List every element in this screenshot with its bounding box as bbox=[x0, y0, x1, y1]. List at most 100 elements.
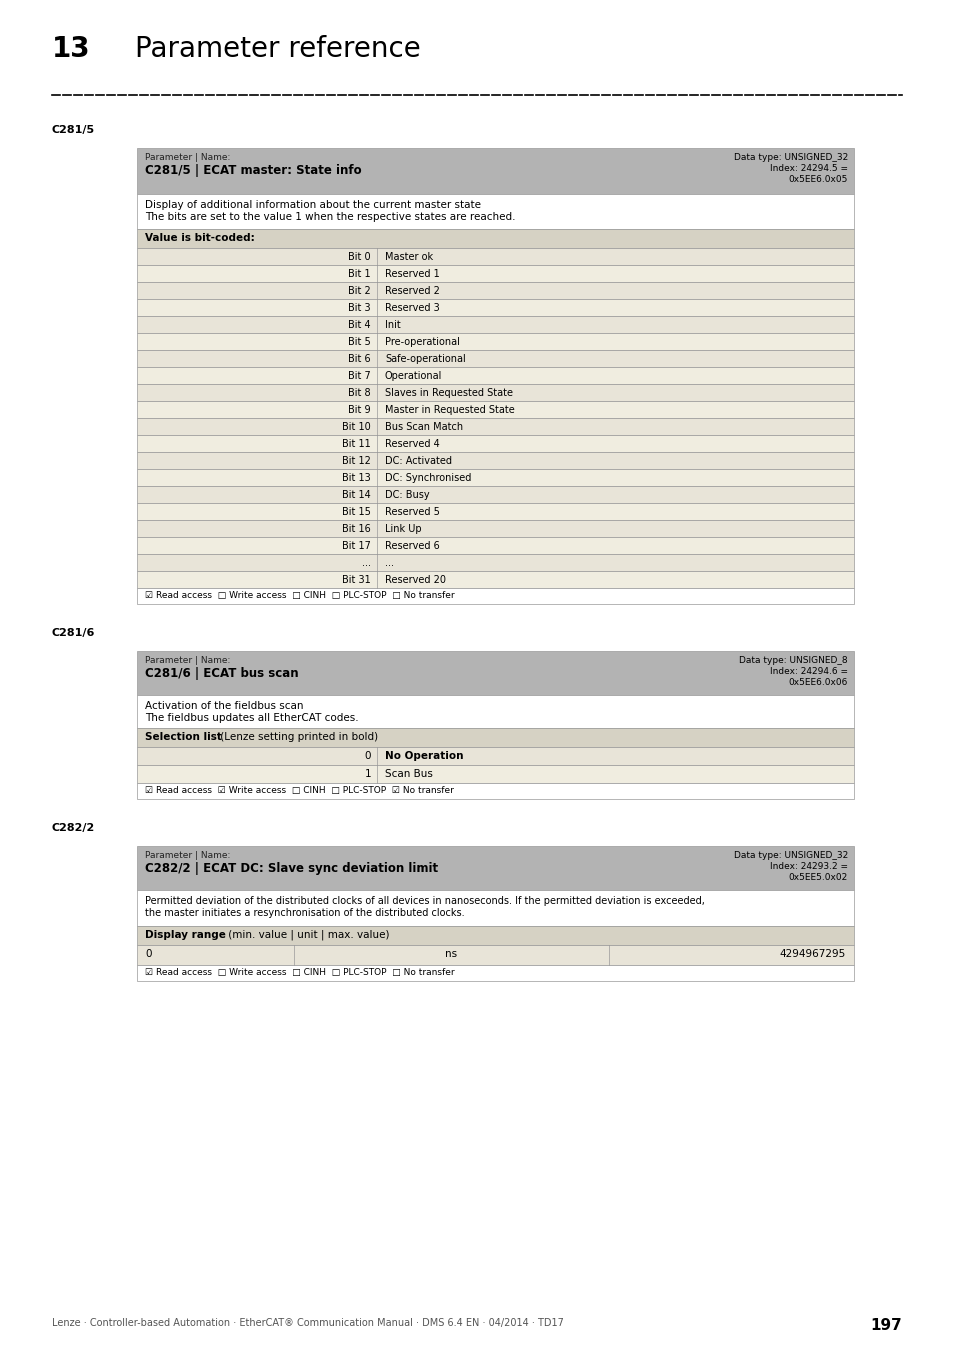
Bar bbox=[137, 728, 853, 747]
Text: (min. value | unit | max. value): (min. value | unit | max. value) bbox=[225, 930, 389, 941]
Text: Bit 10: Bit 10 bbox=[342, 423, 371, 432]
Text: 0x5EE5.0x02: 0x5EE5.0x02 bbox=[788, 873, 847, 882]
Text: Activation of the fieldbus scan: Activation of the fieldbus scan bbox=[145, 701, 303, 711]
Text: Bit 15: Bit 15 bbox=[342, 508, 371, 517]
Text: Bit 12: Bit 12 bbox=[342, 456, 371, 466]
Text: Bit 8: Bit 8 bbox=[348, 387, 371, 398]
Text: Reserved 1: Reserved 1 bbox=[385, 269, 439, 279]
Text: Index: 24294.5 =: Index: 24294.5 = bbox=[769, 163, 847, 173]
Text: 1: 1 bbox=[364, 769, 371, 779]
Text: 4294967295: 4294967295 bbox=[779, 949, 845, 958]
Bar bbox=[137, 695, 853, 728]
Text: C281/5 | ECAT master: State info: C281/5 | ECAT master: State info bbox=[145, 163, 361, 177]
Text: Bit 31: Bit 31 bbox=[342, 575, 371, 585]
Bar bbox=[137, 468, 853, 486]
Bar bbox=[137, 452, 853, 468]
Text: Bit 9: Bit 9 bbox=[348, 405, 371, 414]
Text: Bit 7: Bit 7 bbox=[348, 371, 371, 381]
Text: Bit 11: Bit 11 bbox=[342, 439, 371, 450]
Text: Data type: UNSIGNED_32: Data type: UNSIGNED_32 bbox=[733, 153, 847, 162]
Bar bbox=[137, 520, 853, 537]
Bar bbox=[137, 298, 853, 316]
Bar bbox=[137, 350, 853, 367]
Text: Reserved 6: Reserved 6 bbox=[385, 541, 439, 551]
Text: 197: 197 bbox=[869, 1318, 901, 1332]
Text: Bit 13: Bit 13 bbox=[342, 472, 371, 483]
Text: ☑ Read access  □ Write access  □ CINH  □ PLC-STOP  □ No transfer: ☑ Read access □ Write access □ CINH □ PL… bbox=[145, 591, 455, 599]
Text: ...: ... bbox=[385, 558, 394, 568]
Text: C281/5: C281/5 bbox=[52, 126, 95, 135]
Bar bbox=[137, 333, 853, 350]
Text: Bit 6: Bit 6 bbox=[348, 354, 371, 364]
Bar bbox=[137, 486, 853, 504]
Bar bbox=[137, 945, 853, 965]
Text: C281/6 | ECAT bus scan: C281/6 | ECAT bus scan bbox=[145, 667, 298, 680]
Bar bbox=[137, 435, 853, 452]
Text: Selection list: Selection list bbox=[145, 732, 222, 742]
Text: Bus Scan Match: Bus Scan Match bbox=[385, 423, 462, 432]
Bar bbox=[137, 651, 853, 695]
Text: ns: ns bbox=[444, 949, 456, 958]
Bar bbox=[137, 783, 853, 799]
Text: Bit 17: Bit 17 bbox=[342, 541, 371, 551]
Text: Index: 24294.6 =: Index: 24294.6 = bbox=[769, 667, 847, 676]
Text: Bit 4: Bit 4 bbox=[348, 320, 371, 329]
Text: Master in Requested State: Master in Requested State bbox=[385, 405, 515, 414]
Text: Bit 3: Bit 3 bbox=[348, 302, 371, 313]
Text: Bit 2: Bit 2 bbox=[348, 286, 371, 296]
Text: Safe-operational: Safe-operational bbox=[385, 354, 465, 364]
Text: Parameter | Name:: Parameter | Name: bbox=[145, 850, 230, 860]
Text: Reserved 4: Reserved 4 bbox=[385, 439, 439, 450]
Text: Parameter | Name:: Parameter | Name: bbox=[145, 153, 230, 162]
Bar bbox=[137, 418, 853, 435]
Bar bbox=[137, 504, 853, 520]
Bar bbox=[137, 554, 853, 571]
Text: 0x5EE6.0x06: 0x5EE6.0x06 bbox=[788, 678, 847, 687]
Text: Data type: UNSIGNED_8: Data type: UNSIGNED_8 bbox=[739, 656, 847, 666]
Bar bbox=[137, 926, 853, 945]
Bar bbox=[137, 537, 853, 554]
Text: Display range: Display range bbox=[145, 930, 226, 940]
Text: 13: 13 bbox=[52, 35, 91, 63]
Bar bbox=[137, 383, 853, 401]
Text: Reserved 3: Reserved 3 bbox=[385, 302, 439, 313]
Text: Bit 1: Bit 1 bbox=[348, 269, 371, 279]
Text: Index: 24293.2 =: Index: 24293.2 = bbox=[769, 863, 847, 871]
Bar bbox=[137, 846, 853, 890]
Text: Lenze · Controller-based Automation · EtherCAT® Communication Manual · DMS 6.4 E: Lenze · Controller-based Automation · Et… bbox=[52, 1318, 563, 1328]
Bar bbox=[137, 890, 853, 926]
Text: The bits are set to the value 1 when the respective states are reached.: The bits are set to the value 1 when the… bbox=[145, 212, 515, 221]
Text: Display of additional information about the current master state: Display of additional information about … bbox=[145, 200, 480, 211]
Text: Reserved 5: Reserved 5 bbox=[385, 508, 439, 517]
Text: 0: 0 bbox=[145, 949, 152, 958]
Text: Bit 0: Bit 0 bbox=[348, 252, 371, 262]
Text: Bit 16: Bit 16 bbox=[342, 524, 371, 535]
Text: 0: 0 bbox=[364, 751, 371, 761]
Bar bbox=[137, 194, 853, 230]
Text: Data type: UNSIGNED_32: Data type: UNSIGNED_32 bbox=[733, 850, 847, 860]
Text: DC: Activated: DC: Activated bbox=[385, 456, 452, 466]
Text: Init: Init bbox=[385, 320, 400, 329]
Text: Bit 5: Bit 5 bbox=[348, 338, 371, 347]
Text: C281/6: C281/6 bbox=[52, 628, 95, 639]
Bar bbox=[137, 589, 853, 603]
Text: Parameter | Name:: Parameter | Name: bbox=[145, 656, 230, 666]
Bar bbox=[137, 401, 853, 418]
Text: ...: ... bbox=[361, 558, 371, 568]
Text: The fieldbus updates all EtherCAT codes.: The fieldbus updates all EtherCAT codes. bbox=[145, 713, 358, 724]
Text: ☑ Read access  ☑ Write access  □ CINH  □ PLC-STOP  ☑ No transfer: ☑ Read access ☑ Write access □ CINH □ PL… bbox=[145, 786, 454, 795]
Text: Scan Bus: Scan Bus bbox=[385, 769, 433, 779]
Text: ☑ Read access  □ Write access  □ CINH  □ PLC-STOP  □ No transfer: ☑ Read access □ Write access □ CINH □ PL… bbox=[145, 968, 455, 977]
Text: Reserved 20: Reserved 20 bbox=[385, 575, 446, 585]
Text: DC: Synchronised: DC: Synchronised bbox=[385, 472, 471, 483]
Text: Slaves in Requested State: Slaves in Requested State bbox=[385, 387, 513, 398]
Text: Value is bit-coded:: Value is bit-coded: bbox=[145, 234, 254, 243]
Bar bbox=[137, 148, 853, 194]
Bar bbox=[137, 765, 853, 783]
Text: 0x5EE6.0x05: 0x5EE6.0x05 bbox=[788, 176, 847, 184]
Text: the master initiates a resynchronisation of the distributed clocks.: the master initiates a resynchronisation… bbox=[145, 909, 464, 918]
Bar bbox=[137, 571, 853, 589]
Bar bbox=[137, 316, 853, 333]
Text: Link Up: Link Up bbox=[385, 524, 421, 535]
Text: Reserved 2: Reserved 2 bbox=[385, 286, 439, 296]
